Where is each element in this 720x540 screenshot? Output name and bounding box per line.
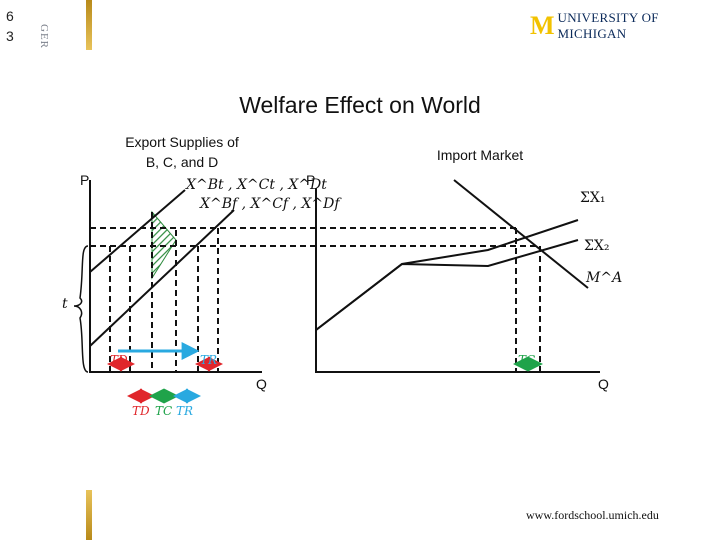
logo-text: UNIVERSITY OF MICHIGAN [557,10,659,41]
bottom-tr-label: TR [176,404,194,418]
td-label: TD [110,353,128,367]
tc-label-import: TC [518,353,536,367]
sum-x2-label: ΣX₂ [584,238,610,254]
tariff-supply-curve-label: X^Bt , X^Ct , X^Dt [186,177,327,193]
tariff-brace [73,245,89,373]
export-supply-curve-tariff [89,189,186,273]
sum-x1-label: ΣX₁ [580,190,606,206]
import-q-axis-label: Q [598,376,609,392]
footer-url: www.fordschool.umich.edu [526,508,659,522]
export-supply-curve-free [89,209,235,347]
export-axes [89,180,262,373]
sum-x1-curve [315,219,579,331]
university-logo: M UNIVERSITY OF MICHIGAN [530,10,720,42]
export-panel-title: Export Supplies of B, C, and D [125,134,239,170]
import-demand-label: M^A [586,270,623,286]
import-panel-title: Import Market [436,147,524,163]
free-supply-curve-label: X^Bf , X^Cf , X^Df [200,196,340,212]
sum-x2-curve [315,239,579,331]
tariff-label: t [62,296,68,312]
bottom-td-label: TD [132,404,150,418]
export-p-axis-label: P [80,172,90,188]
gold-accent-bar-top [86,0,92,50]
import-p-axis-label: P [306,172,316,188]
export-q-axis-label: Q [256,376,267,392]
slide-number: 6 3 [6,8,14,44]
slide-title: Welfare Effect on World [239,92,481,118]
block-m-logo-icon: M [530,11,555,40]
import-axes [315,188,600,373]
tr-label: TR [200,353,218,367]
bottom-tc-label: TC [155,404,173,418]
gold-accent-bar-bottom [86,490,92,540]
import-demand-curve [453,179,589,289]
